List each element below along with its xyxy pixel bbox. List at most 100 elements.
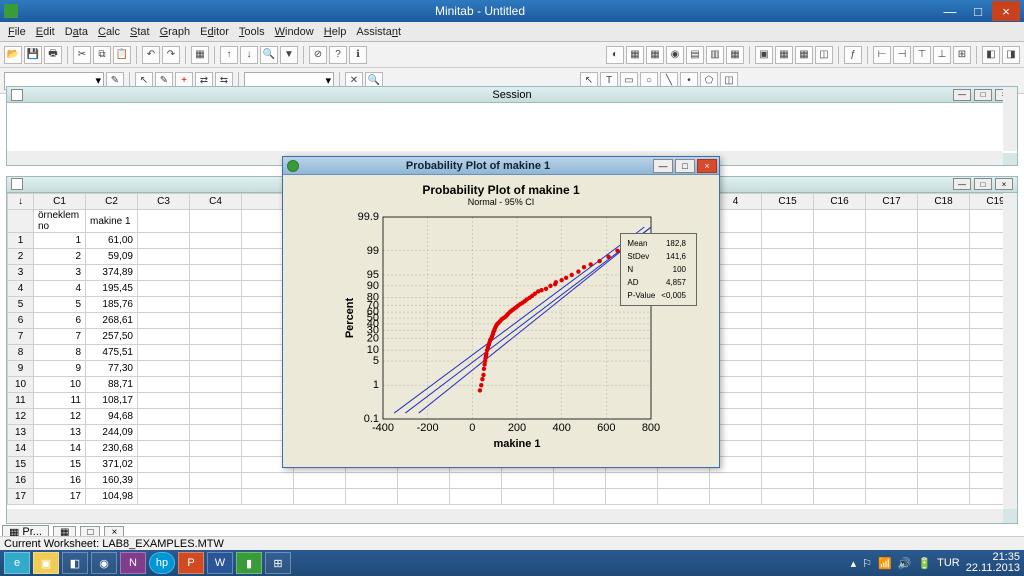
ws-max[interactable]: □ xyxy=(974,178,992,190)
system-tray[interactable]: ▴ ⚐ 📶 🔊 🔋 TUR 21:35 22.11.2013 xyxy=(851,552,1020,574)
tray-lang[interactable]: TUR xyxy=(937,557,960,569)
menu-assistant[interactable]: Assistant xyxy=(356,26,401,38)
redo-icon[interactable]: ↷ xyxy=(162,46,180,64)
tool-m[interactable]: ⊣ xyxy=(893,46,911,64)
svg-text:95: 95 xyxy=(367,269,379,281)
tool-n[interactable]: ⊤ xyxy=(913,46,931,64)
close-button[interactable]: × xyxy=(992,1,1020,21)
plot-min[interactable]: — xyxy=(653,159,673,173)
svg-text:5: 5 xyxy=(373,355,379,367)
menu-edit[interactable]: Edit xyxy=(36,26,55,38)
tool-c[interactable]: ▦ xyxy=(646,46,664,64)
menu-file[interactable]: File xyxy=(8,26,26,38)
down-icon[interactable]: ↓ xyxy=(240,46,258,64)
session-icon xyxy=(11,89,23,101)
menu-calc[interactable]: Calc xyxy=(98,26,120,38)
save-icon[interactable]: 💾 xyxy=(24,46,42,64)
tray-net-icon[interactable]: 📶 xyxy=(878,557,892,570)
tool-d[interactable]: ◉ xyxy=(666,46,684,64)
tool-j[interactable]: ▦ xyxy=(795,46,813,64)
paste-icon[interactable]: 📋 xyxy=(113,46,131,64)
menu-graph[interactable]: Graph xyxy=(160,26,191,38)
svg-text:Percent: Percent xyxy=(344,297,356,338)
hp-icon[interactable]: hp xyxy=(149,552,175,574)
up-icon[interactable]: ↑ xyxy=(220,46,238,64)
svg-text:400: 400 xyxy=(552,422,570,434)
svg-text:99: 99 xyxy=(367,245,379,257)
app1-icon[interactable]: ◧ xyxy=(62,552,88,574)
plot-subtitle: Normal - 95% CI xyxy=(291,197,711,207)
app3-icon[interactable]: ⊞ xyxy=(265,552,291,574)
tool-g[interactable]: ▦ xyxy=(726,46,744,64)
plot-icon xyxy=(287,160,299,172)
tool-q[interactable]: ◧ xyxy=(982,46,1000,64)
ws-scroll-v[interactable] xyxy=(1003,193,1017,509)
explorer-icon[interactable]: ▣ xyxy=(33,552,59,574)
taskbar: e ▣ ◧ ◉ N hp P W ▮ ⊞ ▴ ⚐ 📶 🔊 🔋 TUR 21:35… xyxy=(0,550,1024,576)
ppt-icon[interactable]: P xyxy=(178,552,204,574)
menu-tools[interactable]: Tools xyxy=(239,26,265,38)
stop-icon[interactable]: ⊘ xyxy=(309,46,327,64)
tool-k[interactable]: ◫ xyxy=(815,46,833,64)
ws-scroll-h[interactable] xyxy=(7,509,1003,523)
cut-icon[interactable]: ✂ xyxy=(73,46,91,64)
filter-icon[interactable]: ▼ xyxy=(280,46,298,64)
tray-bat-icon[interactable]: 🔋 xyxy=(917,557,931,570)
print-icon[interactable]: 🖶 xyxy=(44,46,62,64)
status-text: Current Worksheet: LAB8_EXAMPLES.MTW xyxy=(4,538,224,550)
info-icon[interactable]: ℹ xyxy=(349,46,367,64)
ws-min[interactable]: — xyxy=(953,178,971,190)
onenote-icon[interactable]: N xyxy=(120,552,146,574)
undo-icon[interactable]: ↶ xyxy=(142,46,160,64)
app-title: Minitab - Untitled xyxy=(24,4,936,18)
tool-b[interactable]: ▦ xyxy=(626,46,644,64)
menu-editor[interactable]: Editor xyxy=(200,26,229,38)
open-icon[interactable]: 📂 xyxy=(4,46,22,64)
word-icon[interactable]: W xyxy=(207,552,233,574)
menu-data[interactable]: Data xyxy=(65,26,88,38)
app-icon xyxy=(4,4,18,18)
menu-stat[interactable]: Stat xyxy=(130,26,150,38)
svg-text:1: 1 xyxy=(373,379,379,391)
help-icon[interactable]: ? xyxy=(329,46,347,64)
tool-h[interactable]: ▣ xyxy=(755,46,773,64)
minitab-icon[interactable]: ▮ xyxy=(236,552,262,574)
svg-text:0: 0 xyxy=(469,422,475,434)
svg-text:90: 90 xyxy=(367,280,379,292)
plot-window[interactable]: Probability Plot of makine 1 — □ × Proba… xyxy=(282,156,720,468)
svg-text:0.1: 0.1 xyxy=(364,413,379,425)
tool-r[interactable]: ◨ xyxy=(1002,46,1020,64)
tool-a[interactable]: ◐ xyxy=(606,46,624,64)
ie-icon[interactable]: e xyxy=(4,552,30,574)
tray-flag-icon[interactable]: ⚐ xyxy=(862,557,872,570)
session-body[interactable] xyxy=(7,103,1017,153)
plot-chart: -400-20002004006008000.11510203040506070… xyxy=(341,211,661,451)
tray-up-icon[interactable]: ▴ xyxy=(851,557,857,570)
app2-icon[interactable]: ◉ xyxy=(91,552,117,574)
worksheet-icon xyxy=(11,178,23,190)
tool-i[interactable]: ▦ xyxy=(775,46,793,64)
tray-vol-icon[interactable]: 🔊 xyxy=(898,557,912,570)
menu-window[interactable]: Window xyxy=(275,26,314,38)
copy-icon[interactable]: ⧉ xyxy=(93,46,111,64)
tool-p[interactable]: ⊞ xyxy=(953,46,971,64)
maximize-button[interactable]: □ xyxy=(964,1,992,21)
tray-clock[interactable]: 21:35 22.11.2013 xyxy=(966,552,1020,574)
session-max[interactable]: □ xyxy=(974,89,992,101)
minimize-button[interactable]: — xyxy=(936,1,964,21)
session-scroll-v[interactable] xyxy=(1003,87,1017,151)
menu-help[interactable]: Help xyxy=(324,26,347,38)
tool-f[interactable]: ▥ xyxy=(706,46,724,64)
tool-l[interactable]: ⊢ xyxy=(873,46,891,64)
tool-e[interactable]: ▤ xyxy=(686,46,704,64)
session-min[interactable]: — xyxy=(953,89,971,101)
ws-close[interactable]: × xyxy=(995,178,1013,190)
session-window: Session — □ × xyxy=(6,86,1018,166)
sheet-icon[interactable]: ▦ xyxy=(191,46,209,64)
plot-title: Probability Plot of makine 1 xyxy=(291,183,711,197)
plot-close[interactable]: × xyxy=(697,159,717,173)
tool-o[interactable]: ⊥ xyxy=(933,46,951,64)
find-icon[interactable]: 🔍 xyxy=(260,46,278,64)
fx-icon[interactable]: ƒ xyxy=(844,46,862,64)
plot-max[interactable]: □ xyxy=(675,159,695,173)
